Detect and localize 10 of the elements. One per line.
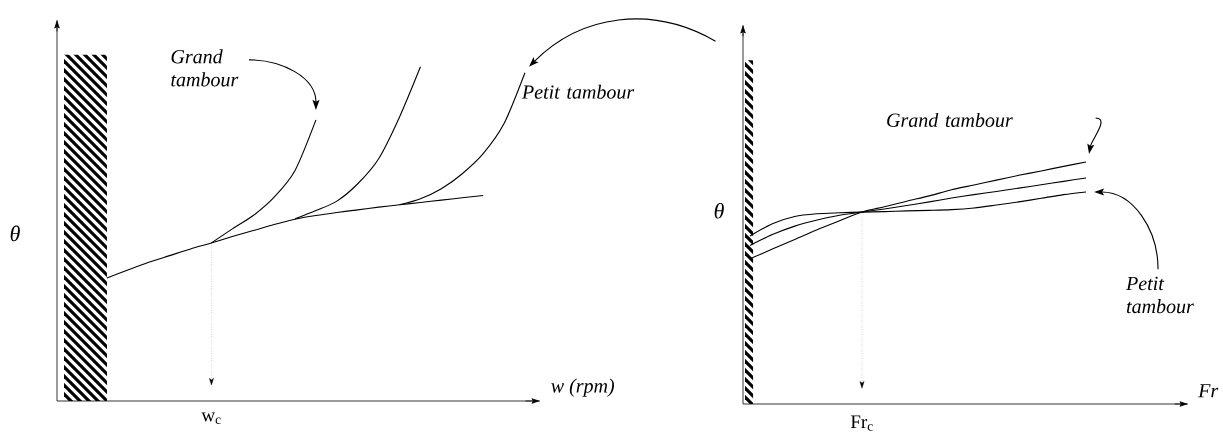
- text: w$_{c}$: [201, 412, 221, 424]
- text: Grand tambour: [887, 112, 1013, 128]
- x-axis-title: Fr: [1198, 384, 1219, 398]
- x-axis-title: w (rpm): [551, 378, 615, 397]
- y-axis-title: θ: [10, 225, 20, 242]
- y-axis-title: θ: [714, 202, 724, 219]
- annotation: Petit tambour: [521, 84, 635, 99]
- text: Petit tambour: [1125, 276, 1194, 314]
- text: Fr$_{c}$: [850, 415, 873, 431]
- annotation: Grand tambour: [171, 49, 239, 87]
